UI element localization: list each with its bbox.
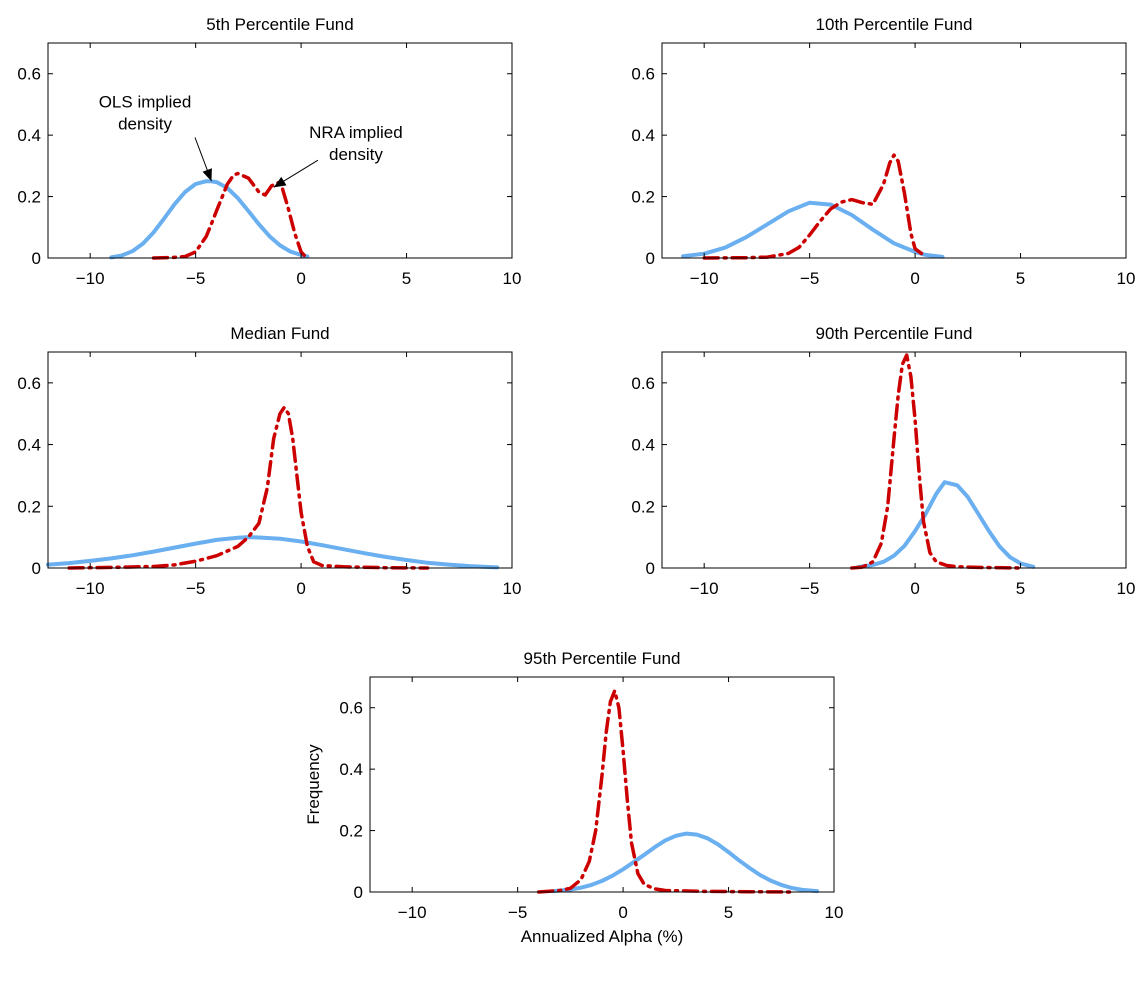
annotation-text: density: [118, 115, 172, 134]
annotation-1: OLS implied density: [99, 93, 212, 182]
y-tick-label: 0.4: [339, 760, 363, 779]
x-tick-label: −10: [690, 579, 719, 598]
chart-title: 90th Percentile Fund: [816, 324, 973, 343]
chart-title: 95th Percentile Fund: [524, 649, 681, 668]
x-tick-label: 10: [825, 903, 844, 922]
y-tick-label: 0.2: [17, 188, 41, 207]
x-tick-label: −5: [800, 269, 819, 288]
y-axis-label: Frequency: [304, 744, 323, 825]
x-tick-label: 5: [1016, 269, 1025, 288]
x-tick-label: 5: [402, 579, 411, 598]
x-tick-label: 5: [724, 903, 733, 922]
y-tick-label: 0.2: [631, 497, 655, 516]
y-tick-label: 0: [32, 249, 41, 268]
y-tick-label: 0: [646, 559, 655, 578]
x-tick-label: 10: [503, 269, 522, 288]
chart-panel-5: 95th Percentile Fund −10 −5 0 5 10 0 0.2 0.4 0.6 A…: [304, 649, 843, 946]
annotation-arrowhead: [202, 168, 212, 182]
annotation-text: OLS implied: [99, 93, 192, 112]
y-tick-label: 0: [646, 249, 655, 268]
y-tick-label: 0.6: [631, 65, 655, 84]
x-tick-label: −5: [186, 269, 205, 288]
x-tick-label: 5: [1016, 579, 1025, 598]
x-tick-label: −5: [508, 903, 527, 922]
x-tick-label: 0: [618, 903, 627, 922]
x-tick-label: 10: [1117, 269, 1136, 288]
y-tick-label: 0.4: [17, 126, 41, 145]
ols-density-line: [681, 200, 945, 259]
chart-title: 10th Percentile Fund: [816, 15, 973, 34]
x-tick-label: 10: [1117, 579, 1136, 598]
axes-frame: [661, 42, 1127, 259]
axes-frame: [661, 351, 1127, 569]
annotation-arrowhead: [273, 176, 287, 188]
annotation-2: NRA implied density: [273, 123, 403, 188]
x-tick-label: 10: [503, 579, 522, 598]
y-tick-label: 0.4: [17, 436, 41, 455]
nra-density-line: [536, 689, 794, 894]
ols-density-line: [109, 179, 310, 260]
y-tick-label: 0.2: [339, 822, 363, 841]
x-tick-label: 0: [296, 269, 305, 288]
y-tick-label: 0.6: [631, 374, 655, 393]
y-tick-label: 0.6: [17, 65, 41, 84]
ols-density-line: [551, 831, 820, 894]
x-tick-label: −10: [690, 269, 719, 288]
nra-density-line: [151, 171, 308, 260]
chart-title: 5th Percentile Fund: [206, 15, 353, 34]
y-tick-label: 0.4: [631, 436, 655, 455]
x-tick-label: 5: [402, 269, 411, 288]
y-tick-label: 0.4: [631, 126, 655, 145]
ols-density-line: [46, 535, 500, 570]
nra-density-line: [67, 405, 430, 570]
nra-density-line: [850, 353, 1023, 570]
x-tick-label: −5: [186, 579, 205, 598]
y-tick-label: 0.6: [17, 374, 41, 393]
axes-frame: [47, 351, 513, 569]
chart-panel-1: 5th Percentile Fund −10 −5 0 5 10 0 0.2 0.4 0.6 OL…: [17, 15, 521, 288]
annotation-text: density: [329, 145, 383, 164]
x-tick-label: −10: [76, 579, 105, 598]
x-tick-label: −10: [76, 269, 105, 288]
axes-frame: [369, 676, 835, 893]
y-tick-label: 0: [354, 883, 363, 902]
x-tick-label: 0: [296, 579, 305, 598]
axes-frame: [47, 42, 513, 259]
x-tick-label: 0: [910, 579, 919, 598]
chart-panel-2: 10th Percentile Fund −10 −5 0 5 10 0 0.2 0.4 0.6: [631, 15, 1135, 288]
chart-panel-4: 90th Percentile Fund −10 −5 0 5 10 0 0.2 0.4 0.6: [631, 324, 1135, 598]
ols-density-line: [856, 480, 1036, 570]
nra-density-line: [702, 153, 928, 260]
x-tick-label: 0: [910, 269, 919, 288]
y-tick-label: 0.2: [17, 497, 41, 516]
x-axis-label: Annualized Alpha (%): [521, 927, 684, 946]
chart-title: Median Fund: [230, 324, 329, 343]
annotation-text: NRA implied: [309, 123, 403, 142]
y-tick-label: 0: [32, 559, 41, 578]
y-tick-label: 0.6: [339, 699, 363, 718]
x-tick-label: −5: [800, 579, 819, 598]
x-tick-label: −10: [398, 903, 427, 922]
y-tick-label: 0.2: [631, 188, 655, 207]
chart-panel-3: Median Fund −10 −5 0 5 10 0 0.2 0.4 0.6: [17, 324, 521, 598]
